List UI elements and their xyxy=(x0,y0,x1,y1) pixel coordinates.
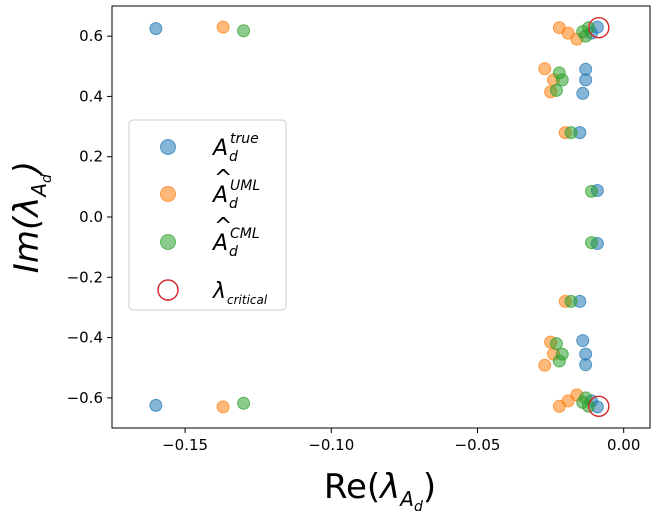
data-point xyxy=(564,126,578,140)
legend-item: A^UML d xyxy=(160,166,260,212)
data-point xyxy=(579,73,593,87)
x-axis-label-subsub: d xyxy=(414,499,423,512)
y-tick-label: −0.6 xyxy=(67,389,103,407)
legend-label-base: λ xyxy=(212,279,226,304)
data-point xyxy=(576,334,590,348)
data-point xyxy=(538,358,552,372)
x-axis-label-suffix: ) xyxy=(423,467,436,507)
critical-eigenvalue-marker xyxy=(588,395,610,417)
data-point xyxy=(564,294,578,308)
data-point xyxy=(579,347,593,361)
data-point xyxy=(585,184,599,198)
x-axis-label-lambda: λ xyxy=(378,467,400,507)
y-tick-label: 0.0 xyxy=(79,208,103,226)
legend-label-base: A xyxy=(211,231,228,256)
series-2 xyxy=(237,21,599,413)
y-tick-label: −0.2 xyxy=(67,268,103,286)
y-axis-label: Im(λAd) xyxy=(7,161,55,273)
data-point xyxy=(555,73,569,87)
svg-text:Re(λAd): Re(λAd) xyxy=(324,467,436,512)
y-axis-label-subsub: d xyxy=(39,174,55,183)
x-axis-ticks: −0.15 −0.10 −0.05 0.00 xyxy=(162,428,640,454)
series-3 xyxy=(588,17,610,417)
y-tick-label: −0.4 xyxy=(67,329,103,347)
data-point xyxy=(149,398,163,412)
legend-box xyxy=(128,119,287,311)
legend-item: λ critical xyxy=(157,279,268,307)
y-axis-label-prefix: Im( xyxy=(7,215,47,273)
legend-label-accent: ^ xyxy=(214,214,232,239)
legend-marker xyxy=(160,139,176,155)
y-tick-label: 0.2 xyxy=(79,148,103,166)
data-point xyxy=(555,347,569,361)
y-axis-label-lambda: λ xyxy=(7,197,47,219)
data-point xyxy=(237,396,251,410)
legend-item: A^CML d xyxy=(160,214,260,260)
data-point xyxy=(579,29,593,43)
legend-label-sub: d xyxy=(229,196,238,212)
x-tick-label: −0.15 xyxy=(162,436,208,454)
y-axis-ticks: −0.6 −0.4 −0.2 0.0 0.2 0.4 0.6 xyxy=(67,27,112,407)
legend-label-sub: d xyxy=(229,244,238,260)
legend-label-sup: UML xyxy=(230,178,260,194)
legend-label-base: A xyxy=(211,183,228,208)
x-axis-label: Re(λAd) xyxy=(324,467,436,512)
svg-text:Im(λAd): Im(λAd) xyxy=(7,161,55,273)
legend-label-base: A xyxy=(211,136,228,161)
data-point xyxy=(216,20,230,34)
data-point xyxy=(538,62,552,76)
y-axis-label-sub: A xyxy=(27,183,51,199)
legend-label-accent: ^ xyxy=(214,166,232,191)
data-point xyxy=(576,86,590,100)
legend-label-sup: true xyxy=(230,131,259,147)
legend-marker xyxy=(160,234,176,250)
legend-label-sub: critical xyxy=(227,293,268,307)
legend-label-sub: d xyxy=(229,149,238,165)
data-point xyxy=(237,24,251,38)
legend-marker xyxy=(160,186,176,202)
critical-eigenvalue-marker xyxy=(588,17,610,39)
x-axis-label-sub: A xyxy=(398,487,414,511)
legend-marker xyxy=(157,279,179,301)
x-axis-label-prefix: Re( xyxy=(324,467,380,507)
legend-label-sup: CML xyxy=(230,226,260,242)
data-point xyxy=(579,391,593,405)
x-tick-label: −0.10 xyxy=(308,436,354,454)
y-axis-label-suffix: ) xyxy=(7,161,47,177)
x-tick-label: −0.05 xyxy=(455,436,501,454)
data-point xyxy=(561,26,575,40)
data-point xyxy=(561,394,575,408)
points-layer xyxy=(149,17,610,417)
y-tick-label: 0.6 xyxy=(79,27,103,45)
data-point xyxy=(149,22,163,36)
x-tick-label: 0.00 xyxy=(607,436,640,454)
data-point xyxy=(549,337,563,351)
data-point xyxy=(216,400,230,414)
y-tick-label: 0.4 xyxy=(79,87,103,105)
data-point xyxy=(549,83,563,97)
data-point xyxy=(585,236,599,250)
